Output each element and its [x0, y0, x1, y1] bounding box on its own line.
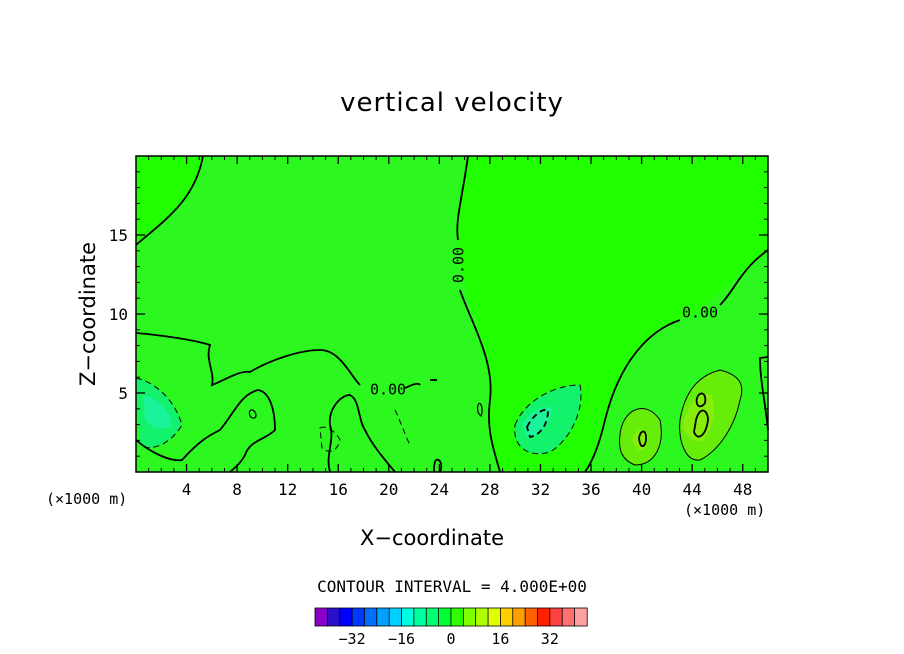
contour-line-8: [679, 369, 743, 461]
colorbar-swatch: [475, 607, 489, 627]
contour-label-3: 0.00: [370, 381, 406, 399]
colorbar-swatch: [326, 607, 341, 627]
x-unit-right: (×1000 m): [684, 501, 766, 519]
contour-line-17: [433, 458, 443, 473]
colorbar-swatch: [574, 607, 588, 627]
colorbar-swatch: [388, 607, 403, 627]
contour-line-6: [327, 394, 396, 473]
contour-label-2: 0.00: [682, 304, 718, 322]
x-unit-left: (×1000 m): [46, 490, 128, 508]
contour-line-5: [135, 389, 276, 473]
contour-line-4: [135, 332, 421, 389]
center-stronger-negative: [522, 407, 552, 438]
right-stronger-positive: [632, 393, 715, 451]
colorbar-swatch: [376, 607, 390, 627]
colorbar-swatch: [487, 607, 502, 627]
colorbar-swatch: [401, 607, 415, 627]
x-tick-label: 40: [632, 480, 651, 499]
colorbar-swatch: [339, 607, 353, 627]
y-axis-label: Z−coordinate: [76, 242, 100, 386]
x-tick-label: 24: [430, 480, 449, 499]
contour-line-10: [759, 356, 769, 431]
colorbar-swatch: [425, 607, 440, 627]
contour-line-9: [638, 392, 709, 448]
contour-interval-text: CONTOUR INTERVAL = 4.000E+00: [317, 577, 587, 596]
contour-label-1: 0.00: [450, 247, 468, 283]
x-tick-label: 20: [379, 480, 398, 499]
contour-line-15: [394, 409, 411, 446]
x-axis-label: X−coordinate: [360, 526, 504, 550]
x-tick-label: 4: [182, 480, 192, 499]
chart-title: vertical velocity: [340, 88, 564, 118]
colorbar-swatch: [537, 607, 551, 627]
colorbar-swatch: [450, 607, 465, 627]
contour-line-14: [319, 426, 341, 452]
contour-line-18: [477, 402, 483, 417]
x-tick-label: 16: [329, 480, 348, 499]
colorbar-swatch: [351, 607, 366, 627]
x-tick-label: 8: [232, 480, 242, 499]
colorbar-swatch: [524, 607, 539, 627]
y-tick-label: 10: [109, 305, 128, 324]
colorbar-swatch: [438, 607, 452, 627]
colorbar-tick-label: 16: [491, 630, 509, 648]
colorbar-tick-label: −32: [339, 630, 366, 648]
colorbar-swatch: [314, 607, 329, 627]
colorbar-tick-label: 0: [446, 630, 455, 648]
x-tick-label: 48: [733, 480, 752, 499]
x-tick-label: 32: [531, 480, 550, 499]
contour-line-1: [135, 155, 204, 246]
upper-left-lighter-region: [136, 156, 500, 472]
contour-line-3: [584, 249, 769, 473]
contour-line-7: [619, 408, 662, 466]
colorbar-swatch: [499, 607, 514, 627]
contour-line-12: [526, 408, 549, 439]
colorbar-swatch: [413, 607, 427, 627]
x-tick-label: 12: [278, 480, 297, 499]
colorbar-swatch: [364, 607, 378, 627]
colorbar-swatch: [512, 607, 526, 627]
contour-line-11: [514, 384, 582, 455]
x-tick-label: 36: [581, 480, 600, 499]
colorbar-swatch: [561, 607, 576, 627]
x-tick-label: 28: [480, 480, 499, 499]
x-tick-label: 44: [683, 480, 702, 499]
colorbar-swatch: [462, 607, 477, 627]
contour-line-16: [248, 409, 257, 419]
y-tick-label: 5: [118, 384, 128, 403]
plot-area: [135, 155, 769, 473]
colorbar-swatch: [549, 607, 563, 627]
colorbar-tick-label: 32: [541, 630, 559, 648]
y-tick-label: 15: [109, 226, 128, 245]
colorbar-tick-label: −16: [388, 630, 415, 648]
lower-left-stronger-negative: [143, 395, 172, 429]
contour-line-2: [456, 155, 501, 473]
